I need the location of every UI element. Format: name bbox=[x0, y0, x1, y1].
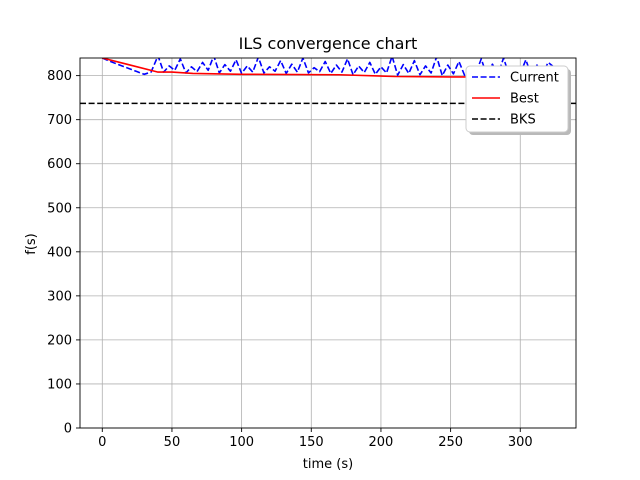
y-tick-label: 200 bbox=[47, 333, 72, 348]
y-tick-label: 700 bbox=[47, 113, 72, 128]
x-tick-label: 150 bbox=[299, 435, 324, 450]
legend-box bbox=[465, 65, 569, 133]
y-tick-label: 100 bbox=[47, 377, 72, 392]
y-tick-label: 600 bbox=[47, 157, 72, 172]
x-tick-label: 250 bbox=[438, 435, 463, 450]
x-tick-label: 0 bbox=[98, 435, 106, 450]
plot-frame bbox=[79, 57, 577, 429]
y-tick-label: 400 bbox=[47, 245, 72, 260]
legend-label: BKS bbox=[510, 113, 536, 128]
y-tick-label: 800 bbox=[47, 69, 72, 84]
x-tick-label: 50 bbox=[164, 435, 181, 450]
legend-label: Best bbox=[510, 92, 539, 107]
legend-label: Current bbox=[510, 71, 559, 86]
y-tick-label: 500 bbox=[47, 201, 72, 216]
x-tick-label: 200 bbox=[369, 435, 394, 450]
chart-title: ILS convergence chart bbox=[239, 34, 418, 53]
y-axis-label: f(s) bbox=[24, 233, 39, 255]
legend: Current Best BKS bbox=[465, 65, 571, 135]
series-line-current bbox=[101, 58, 555, 77]
x-tick-label: 300 bbox=[508, 435, 533, 450]
series-line-best bbox=[102, 58, 468, 78]
y-tick-label: 300 bbox=[47, 289, 72, 304]
y-tick-label: 0 bbox=[64, 422, 72, 437]
x-tick-label: 100 bbox=[229, 435, 254, 450]
x-axis-label: time (s) bbox=[303, 457, 353, 472]
